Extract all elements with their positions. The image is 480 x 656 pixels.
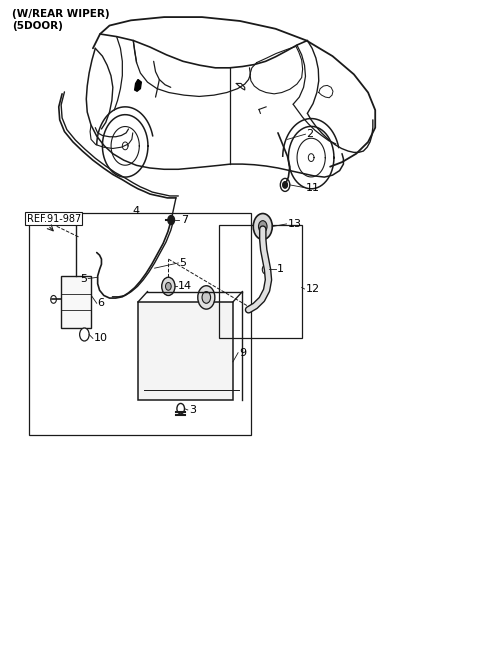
Circle shape: [280, 178, 290, 192]
Text: 11: 11: [305, 182, 320, 192]
Text: 3: 3: [189, 405, 196, 415]
Text: 5: 5: [80, 274, 87, 283]
Text: REF.91-987: REF.91-987: [26, 214, 81, 224]
Circle shape: [253, 213, 272, 239]
Bar: [60, 276, 92, 328]
Text: 6: 6: [97, 298, 105, 308]
Text: 13: 13: [288, 219, 301, 229]
Circle shape: [283, 182, 288, 188]
Bar: [29, 213, 251, 436]
Text: 14: 14: [179, 281, 192, 291]
Text: 2: 2: [306, 129, 313, 139]
Circle shape: [162, 277, 175, 295]
Text: (W/REAR WIPER): (W/REAR WIPER): [12, 9, 110, 19]
Circle shape: [51, 295, 56, 303]
Text: 7: 7: [180, 215, 188, 225]
Text: 12: 12: [305, 284, 320, 294]
Text: 9: 9: [239, 348, 246, 358]
Bar: [138, 302, 233, 400]
Text: 1: 1: [277, 264, 284, 274]
Circle shape: [202, 291, 211, 303]
Bar: [219, 225, 301, 338]
Circle shape: [198, 286, 215, 309]
Circle shape: [80, 328, 89, 341]
Circle shape: [177, 403, 184, 414]
Circle shape: [262, 265, 269, 274]
Text: 5: 5: [179, 258, 186, 268]
Text: 4: 4: [132, 206, 139, 216]
Circle shape: [166, 283, 171, 290]
Text: (5DOOR): (5DOOR): [12, 21, 63, 31]
Circle shape: [168, 215, 175, 224]
Text: 10: 10: [94, 333, 108, 343]
Polygon shape: [135, 79, 141, 91]
Circle shape: [259, 220, 267, 232]
